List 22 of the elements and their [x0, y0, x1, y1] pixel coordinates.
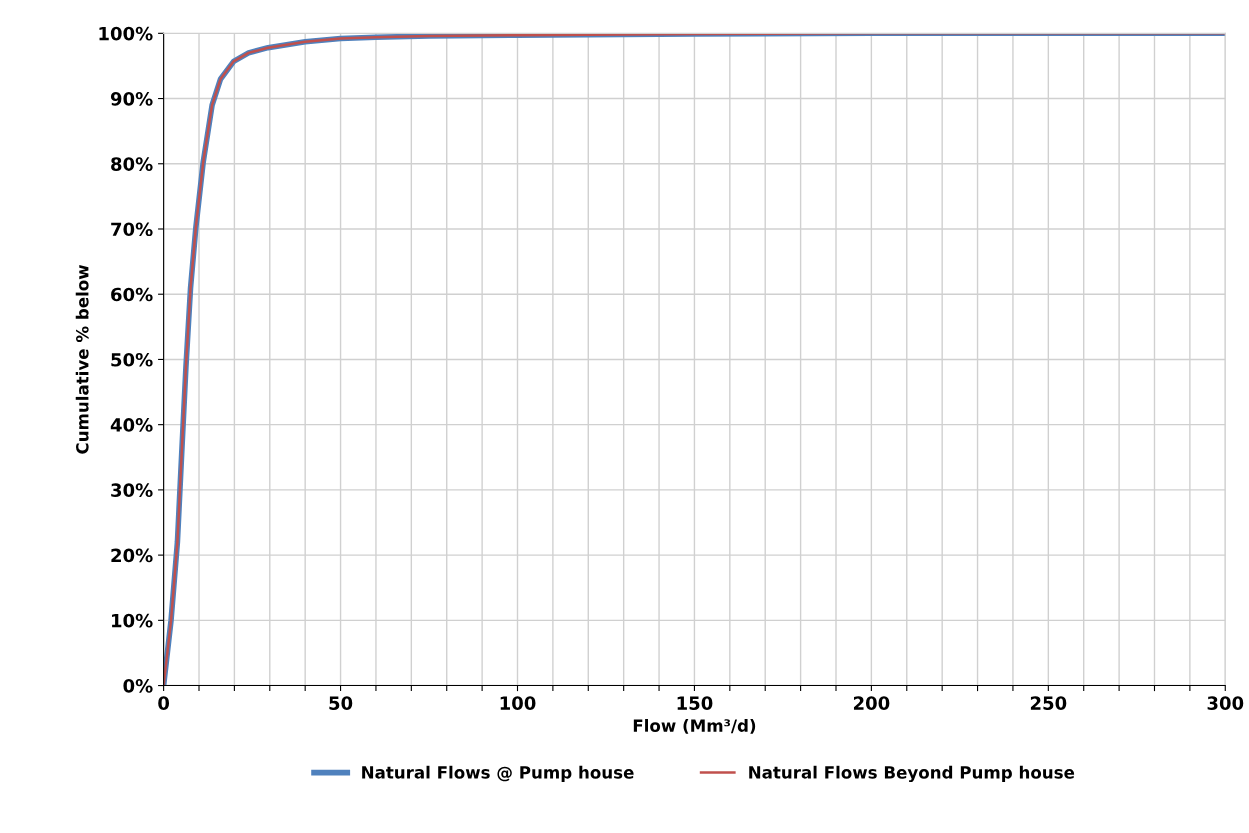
legend-label: Natural Flows Beyond Pump house [749, 765, 1075, 783]
y-tick-label: 90% [110, 92, 153, 106]
y-tick-label: 10% [112, 613, 153, 628]
y-axis-title: Cumulative % below [75, 264, 89, 454]
x-tick-label: 50 [329, 696, 353, 710]
y-tick-label: 80% [111, 157, 153, 171]
y-tick-label: 0% [123, 679, 153, 693]
x-tick-label: 150 [677, 696, 713, 710]
x-tick-label: 0 [158, 696, 170, 710]
y-tick-label: 60% [111, 287, 153, 302]
x-tick-label: 200 [853, 696, 890, 710]
y-tick-label: 100% [99, 26, 153, 41]
x-axis-title: Flow (Mm³/d) [633, 719, 756, 734]
legend-label: Natural Flows @ Pump house [362, 765, 634, 782]
y-tick-label: 70% [111, 222, 153, 237]
x-tick-label: 300 [1207, 696, 1244, 710]
y-tick-label: 50% [111, 352, 153, 367]
y-tick-label: 20% [111, 548, 153, 563]
x-tick-label: 250 [1030, 696, 1067, 710]
y-tick-label: 30% [111, 483, 153, 497]
y-tick-label: 40% [110, 418, 153, 432]
x-tick-label: 100 [500, 696, 536, 710]
